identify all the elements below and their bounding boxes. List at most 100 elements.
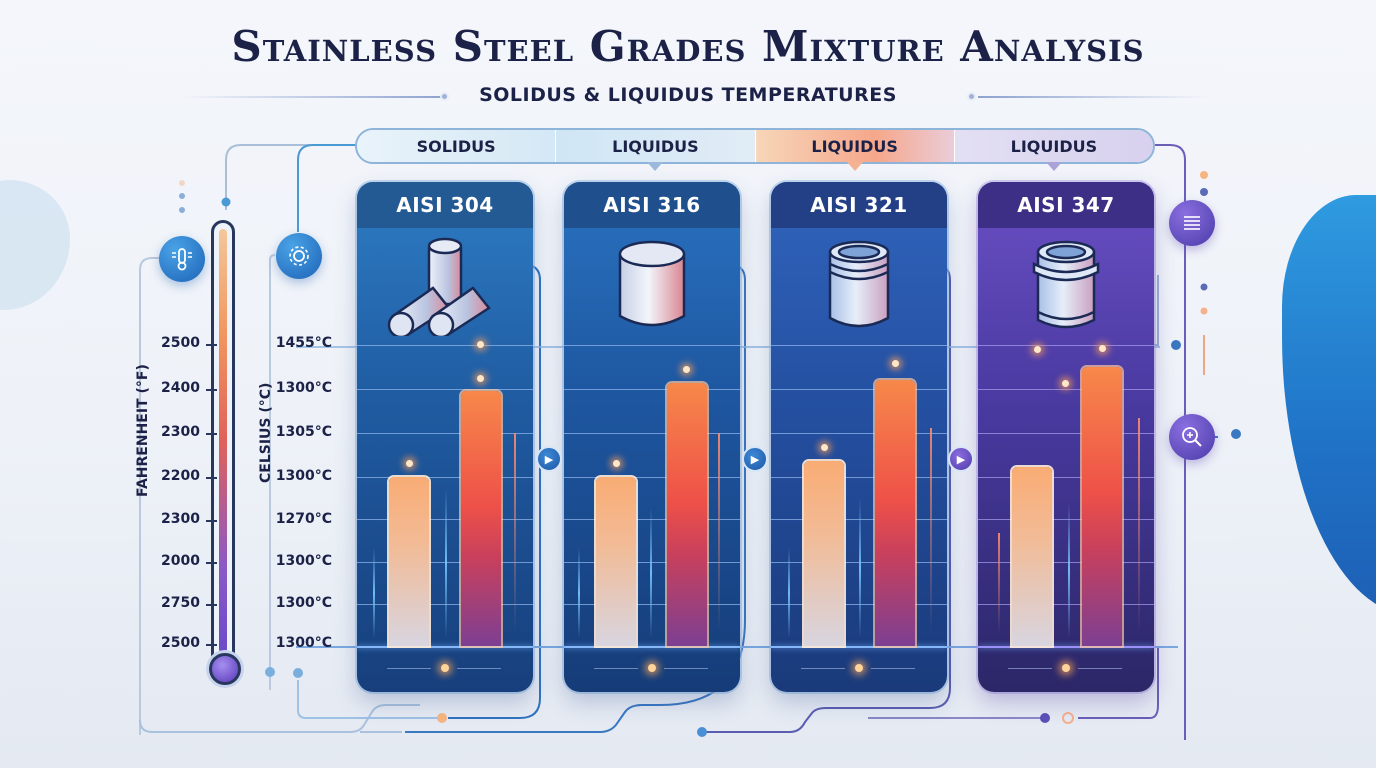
glow-line [788, 548, 790, 638]
card-plot [564, 228, 740, 692]
thermometer-icon [172, 248, 192, 271]
glow-line [514, 433, 516, 633]
tab-liquidus-347[interactable]: LIQUIDUS [954, 130, 1153, 171]
card-plot [978, 228, 1154, 692]
next-arrow-button[interactable]: ▶ [536, 446, 562, 472]
grid-line [978, 345, 1154, 346]
bar-liquidus[interactable] [667, 383, 707, 646]
c-tick-4: 1270°C [275, 511, 332, 527]
subtitle-dot-right [967, 92, 976, 101]
tab-solidus[interactable]: SOLIDUS [357, 130, 557, 162]
grade-card-aisi-321[interactable]: AISI 321 [771, 182, 947, 692]
glow-line [859, 498, 861, 638]
c-tick-1: 1300°C [275, 380, 332, 396]
grid-line [978, 477, 1154, 478]
spark [613, 460, 620, 467]
next-arrow-button[interactable]: ▶ [948, 446, 974, 472]
grade-card-aisi-347[interactable]: AISI 347 [978, 182, 1154, 692]
spark [1062, 380, 1069, 387]
grid-line [978, 389, 1154, 390]
f-tick-6: 2750 [161, 595, 200, 611]
bar-liquidus[interactable] [1082, 367, 1122, 646]
decorative-blob-left [0, 180, 70, 310]
grid-line [357, 345, 533, 346]
cylinder-icon [618, 240, 686, 327]
c-tick-0: 1455°C [275, 335, 332, 351]
card-plot [771, 228, 947, 692]
c-tick-5: 1300°C [275, 553, 332, 569]
glow-line [998, 533, 1000, 633]
spark [683, 366, 690, 373]
grid-line [564, 477, 740, 478]
glow-line [930, 428, 932, 633]
c-tick-6: 1300°C [275, 595, 332, 611]
bar-liquidus[interactable] [461, 391, 501, 646]
footer-dot [648, 664, 656, 672]
thermometer-fill [219, 229, 227, 653]
subtitle-dot-left [440, 92, 449, 101]
f-tick-3: 2200 [161, 468, 200, 484]
thermometer-icon-button[interactable] [159, 236, 205, 282]
f-tick-mark [206, 604, 217, 606]
bar-liquidus[interactable] [875, 380, 915, 646]
grid-line [564, 345, 740, 346]
tab-pointer [846, 162, 863, 171]
bar-solidus[interactable] [804, 461, 844, 646]
spark [477, 341, 484, 348]
f-tick-0: 2500 [161, 335, 200, 351]
grade-card-aisi-304[interactable]: AISI 304 [357, 182, 533, 692]
f-tick-mark [206, 520, 217, 522]
fahrenheit-axis-label: FAHRENHEIT (°F) [135, 364, 151, 497]
next-arrow-button[interactable]: ▶ [742, 446, 768, 472]
spark [477, 375, 484, 382]
series-tab-strip: SOLIDUS LIQUIDUS LIQUIDUS LIQUIDUS [355, 128, 1155, 171]
list-icon-button[interactable] [1169, 200, 1215, 246]
glow-line [718, 433, 720, 633]
chevron-right-icon: ▶ [750, 452, 760, 466]
glow-line [578, 548, 580, 638]
bar-solidus[interactable] [389, 477, 429, 646]
f-tick-mark [206, 477, 217, 479]
grid-line [771, 345, 947, 346]
spark [1099, 345, 1106, 352]
footer-dot [441, 664, 449, 672]
page-subtitle: SOLIDUS & LIQUIDUS TEMPERATURES [479, 84, 897, 106]
card-header: AISI 347 [978, 182, 1154, 228]
bar-solidus[interactable] [1012, 467, 1052, 646]
bar-solidus[interactable] [596, 477, 636, 646]
spark [892, 360, 899, 367]
thermometer-bulb [209, 653, 241, 685]
tab-label: LIQUIDUS [1010, 136, 1098, 156]
grid-line [978, 519, 1154, 520]
page-title: Stainless Steel Grades Mixture Analysis [231, 22, 1145, 71]
glow-line [373, 548, 375, 638]
spark [1034, 346, 1041, 353]
glow-line [1138, 418, 1140, 633]
grid-line [564, 562, 740, 563]
grid-line [564, 604, 740, 605]
grid-line [771, 389, 947, 390]
thermometer-scale [211, 220, 235, 670]
f-tick-1: 2400 [161, 380, 200, 396]
footer-rule [1008, 668, 1052, 669]
tab-liquidus-321[interactable]: LIQUIDUS [755, 130, 955, 171]
footer-rule [871, 668, 915, 669]
tab-label: SOLIDUS [416, 136, 496, 156]
f-tick-mark [206, 433, 217, 435]
f-tick-7: 2500 [161, 635, 200, 651]
grid-line [357, 389, 533, 390]
spark [406, 460, 413, 467]
flanged-cylinder-icon [1032, 240, 1100, 329]
grade-card-aisi-316[interactable]: AISI 316 [564, 182, 740, 692]
glow-line [1068, 503, 1070, 638]
subtitle-rule-left [180, 96, 445, 98]
footer-rule [664, 668, 708, 669]
footer-dot [855, 664, 863, 672]
gear-icon-button[interactable] [276, 233, 322, 279]
f-tick-mark [206, 562, 217, 564]
f-tick-4: 2300 [161, 511, 200, 527]
card-plot [357, 228, 533, 692]
zoom-in-icon-button[interactable] [1169, 414, 1215, 460]
tab-liquidus-316[interactable]: LIQUIDUS [556, 130, 756, 171]
glow-line [650, 508, 652, 638]
